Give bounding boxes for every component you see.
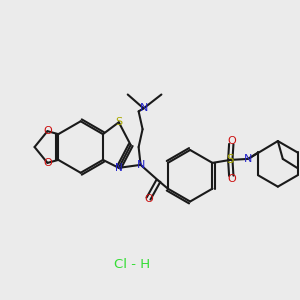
- Text: O: O: [227, 174, 236, 184]
- Text: S: S: [115, 117, 122, 127]
- Text: N: N: [244, 154, 252, 164]
- Text: O: O: [43, 158, 52, 168]
- Text: O: O: [43, 126, 52, 136]
- Text: N: N: [136, 160, 145, 170]
- Text: Cl - H: Cl - H: [114, 258, 150, 271]
- Text: N: N: [140, 103, 148, 113]
- Text: O: O: [144, 194, 153, 203]
- Text: O: O: [227, 136, 236, 146]
- Text: N: N: [115, 163, 123, 173]
- Text: S: S: [226, 153, 234, 167]
